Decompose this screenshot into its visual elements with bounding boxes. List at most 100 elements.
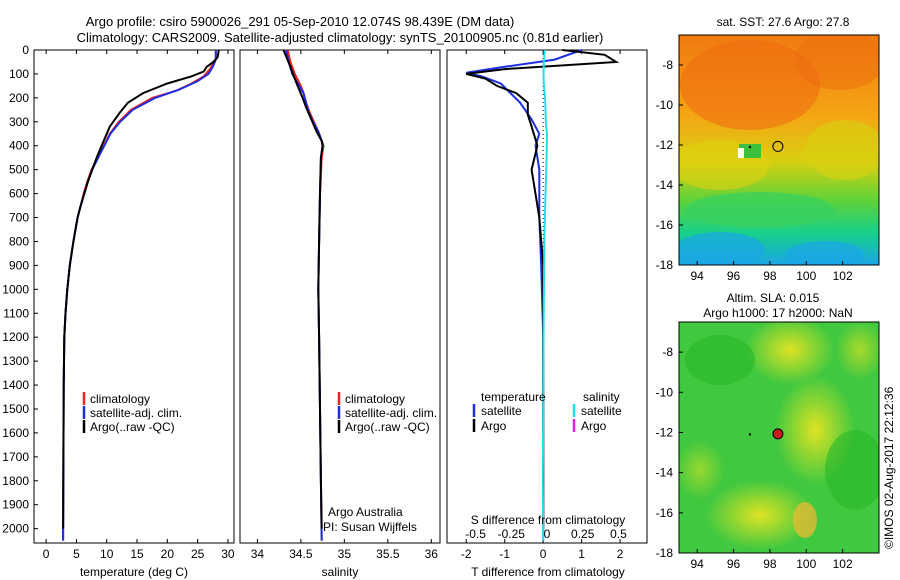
depth-tick-label: 500 (9, 163, 29, 177)
depth-tick-label: 1100 (3, 306, 29, 320)
depth-tick-label: 2000 (2, 522, 29, 536)
x-tick-label: 0 (540, 547, 547, 561)
difference-legend: temperature satellite Argo salinity sate… (472, 390, 622, 433)
depth-tick-label: 900 (9, 258, 29, 272)
sst-white-pixel (738, 148, 744, 158)
series-line-argo-raw-qc- (62, 49, 220, 529)
sla-low-patch (825, 430, 879, 510)
x-tick-label: 5 (73, 547, 80, 561)
x-tick-label: 35.5 (376, 547, 400, 561)
legend-label-sal-satellite: satellite (581, 404, 622, 418)
sla-map-subtitle: Argo h1000: 17 h2000: NaN (703, 306, 852, 320)
longitude-tick-label: 96 (727, 269, 741, 283)
depth-tick-label: 1200 (2, 330, 29, 344)
difference-x2label: S difference from climatology (471, 513, 626, 527)
difference-lines (465, 49, 620, 541)
difference-xlabel: T difference from climatology (471, 565, 625, 579)
legend-label-climatology: climatology (90, 392, 150, 406)
s-diff-tick-label: 0 (544, 527, 551, 541)
depth-tick-label: 1000 (2, 282, 29, 296)
legend-label-temp-argo: Argo (481, 419, 507, 433)
latitude-tick-label: -16 (656, 218, 674, 232)
latitude-tick-label: -12 (656, 138, 674, 152)
depth-tick-label: 700 (9, 211, 29, 225)
temperature-lines (62, 49, 220, 541)
sst-cool-patch (679, 232, 765, 265)
salinity-difference-axis: -0.5 -0.25 0 0.25 0.5 (465, 527, 627, 541)
depth-tick-label: 1800 (2, 474, 29, 488)
figure-title-line2: Climatology: CARS2009. Satellite-adjuste… (77, 30, 604, 45)
prior-profile-dot (748, 433, 752, 436)
salinity-annotation-line1: Argo Australia (328, 505, 403, 519)
depth-tick-label: 800 (9, 234, 29, 248)
difference-x-axis: -2 -1 0 1 2 (461, 50, 624, 561)
latitude-tick-label: -16 (656, 506, 674, 520)
longitude-tick-label: 98 (763, 557, 777, 571)
series-line-temperature-argo (465, 49, 620, 529)
sla-high-patch (745, 322, 835, 385)
depth-tick-label: 400 (9, 139, 29, 153)
depth-tick-label: 200 (9, 91, 29, 105)
s-diff-tick-label: -0.25 (498, 527, 526, 541)
x-tick-label: 25 (191, 547, 205, 561)
depth-tick-label: 1400 (2, 378, 29, 392)
x-tick-label: 34 (251, 547, 265, 561)
longitude-tick-label: 102 (833, 557, 853, 571)
sst-map-panel: sat. SST: 27.6 Argo: 27.8 94 96 98 100 102 -8… (656, 15, 880, 283)
longitude-tick-label: 102 (833, 269, 853, 283)
legend-label-argo: Argo(..raw -QC) (345, 420, 430, 434)
depth-tick-label: 1500 (2, 402, 29, 416)
latitude-tick-label: -18 (656, 546, 674, 560)
x-tick-label: 15 (130, 547, 144, 561)
sla-map-panel: Altim. SLA: 0.015 Argo h1000: 17 h2000: … (656, 291, 880, 571)
depth-tick-label: 1900 (2, 498, 29, 512)
salinity-axes-box (239, 49, 441, 544)
x-tick-label: 0 (43, 547, 50, 561)
sla-high-patch (705, 480, 815, 550)
sst-map-title: sat. SST: 27.6 Argo: 27.8 (717, 15, 850, 29)
legend-group-temperature: temperature (481, 390, 546, 404)
longitude-tick-label: 100 (796, 269, 816, 283)
depth-tick-label: 100 (9, 67, 29, 81)
depth-tick-label: 300 (9, 115, 29, 129)
temperature-panel: 0 100 200 300 400 500 600 700 800 900 1000 1100 1200… (2, 43, 235, 579)
longitude-tick-label: 100 (796, 557, 816, 571)
sst-map-markers (748, 140, 784, 152)
sst-green-patch (685, 192, 835, 228)
salinity-x-axis: 34 34.5 35 35.5 36 (251, 50, 438, 561)
temperature-x-axis: 0 5 10 15 20 25 30 (43, 50, 235, 561)
sst-warm-patch (680, 40, 820, 130)
salinity-legend: climatology satellite-adj. clim. Argo(..… (337, 392, 437, 434)
latitude-tick-label: -14 (656, 178, 674, 192)
legend-label-climatology: climatology (345, 392, 405, 406)
depth-tick-label: 1600 (2, 426, 29, 440)
latitude-tick-label: -18 (656, 258, 674, 272)
longitude-tick-label: 96 (727, 557, 741, 571)
legend-label-argo: Argo(..raw -QC) (90, 420, 175, 434)
legend-group-salinity: salinity (583, 390, 620, 404)
salinity-panel: 34 34.5 35 35.5 36 salinity climatology sate… (239, 49, 441, 579)
x-tick-label: -2 (461, 547, 472, 561)
temperature-xlabel: temperature (deg C) (80, 565, 188, 579)
legend-label-sal-argo: Argo (581, 419, 607, 433)
argo-position-marker (772, 140, 784, 152)
series-line-argo-raw-qc- (282, 49, 324, 529)
longitude-tick-label: 98 (763, 269, 777, 283)
x-tick-label: 20 (161, 547, 175, 561)
latitude-tick-label: -8 (662, 345, 673, 359)
sst-field (679, 35, 879, 265)
latitude-tick-label: -8 (662, 58, 673, 72)
sla-map-axes: 94 96 98 100 102 -8 -10 -12 -14 -16 -18 (656, 345, 853, 571)
x-tick-label: 30 (221, 547, 235, 561)
depth-tick-label: 1700 (2, 450, 29, 464)
argo-position-marker (772, 428, 784, 440)
latitude-tick-label: -10 (656, 385, 674, 399)
depth-axis: 0 100 200 300 400 500 600 700 800 900 1000 1100 1200… (2, 43, 38, 536)
sst-yellow-patch (805, 120, 879, 180)
sla-axes-box (678, 321, 880, 554)
temperature-legend: climatology satellite-adj. clim. Argo(..… (82, 392, 182, 434)
longitude-tick-label: 94 (691, 269, 705, 283)
x-tick-label: 1 (578, 547, 585, 561)
sla-warm-patch (793, 502, 817, 538)
depth-tick-label: 600 (9, 187, 29, 201)
